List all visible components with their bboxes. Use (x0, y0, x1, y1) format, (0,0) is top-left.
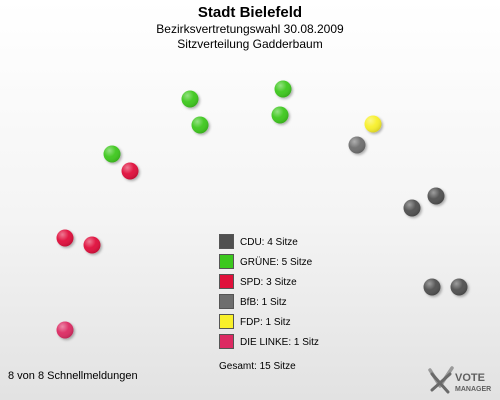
legend-swatch-bfb (219, 294, 234, 309)
seat-cdu-1 (403, 199, 421, 217)
votemanager-logo: VOTE MANAGER (428, 366, 491, 394)
legend-label-cdu: CDU: 4 Sitze (240, 237, 298, 248)
legend-label-die-linke: DIE LINKE: 1 Sitz (240, 337, 319, 348)
seat-cdu-3 (423, 278, 441, 296)
chart-subtitle-election: Bezirksvertretungswahl 30.08.2009 (156, 22, 344, 36)
seat-fdp-1 (364, 115, 382, 133)
seat-cdu-4 (450, 278, 468, 296)
seat-gruene-1 (181, 90, 199, 108)
seat-gruene-4 (271, 106, 289, 124)
seat-spd-2 (56, 229, 74, 247)
logo-text-manager: MANAGER (455, 386, 491, 393)
seat-gruene-2 (274, 80, 292, 98)
total-seats-label: Gesamt: 15 Sitze (219, 361, 296, 372)
seat-gruene-3 (191, 116, 209, 134)
ballot-check-icon (428, 366, 454, 394)
legend-swatch-spd (219, 274, 234, 289)
legend-label-spd: SPD: 3 Sitze (240, 277, 297, 288)
legend-label-gruene: GRÜNE: 5 Sitze (240, 257, 313, 268)
seat-bfb-1 (348, 136, 366, 154)
legend-label-fdp: FDP: 1 Sitz (240, 317, 291, 328)
chart-header: Stadt Bielefeld Bezirksvertretungswahl 3… (0, 4, 500, 52)
logo-text-vote: VOTE (455, 372, 485, 384)
seat-spd-1 (121, 162, 139, 180)
legend-swatch-gruene (219, 254, 234, 269)
legend-swatch-fdp (219, 314, 234, 329)
seat-die-linke-1 (56, 321, 74, 339)
legend-swatch-die-linke (219, 334, 234, 349)
legend-swatch-cdu (219, 234, 234, 249)
legend-label-bfb: BfB: 1 Sitz (240, 297, 287, 308)
seat-spd-3 (83, 236, 101, 254)
reporting-status: 8 von 8 Schnellmeldungen (8, 370, 138, 382)
chart-title: Stadt Bielefeld (197, 4, 303, 21)
chart-subtitle-district: Sitzverteilung Gadderbaum (177, 37, 323, 51)
seat-gruene-5 (103, 145, 121, 163)
seat-cdu-2 (427, 187, 445, 205)
